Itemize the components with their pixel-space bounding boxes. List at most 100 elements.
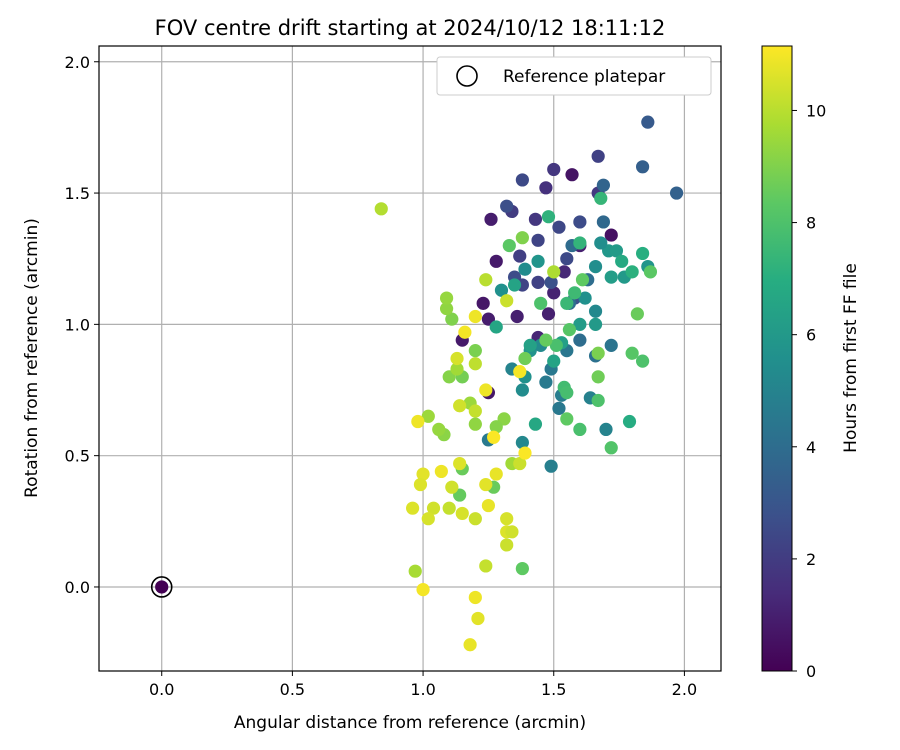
data-point bbox=[513, 456, 527, 471]
legend-entry-reference: Reference platepar bbox=[503, 67, 665, 87]
data-point bbox=[588, 304, 603, 318]
reference-point-ring bbox=[150, 576, 173, 598]
colorbar-ticks: 0 2 4 6 8 10 bbox=[792, 101, 826, 681]
data-point bbox=[539, 181, 553, 195]
x-tick-label: 0.5 bbox=[280, 680, 305, 699]
data-point bbox=[471, 611, 485, 626]
data-point bbox=[635, 160, 650, 174]
data-point bbox=[591, 393, 605, 408]
data-point bbox=[641, 115, 655, 129]
data-point bbox=[445, 480, 459, 494]
colorbar-gradient bbox=[761, 45, 793, 672]
colorbar-tick-label: 4 bbox=[806, 438, 816, 457]
data-point bbox=[547, 354, 561, 368]
x-tick-label: 1.5 bbox=[541, 680, 566, 699]
data-point bbox=[518, 351, 532, 366]
data-point bbox=[426, 501, 441, 515]
data-point bbox=[596, 215, 610, 229]
data-point bbox=[500, 538, 514, 552]
data-point bbox=[515, 173, 529, 187]
data-point bbox=[513, 365, 527, 379]
data-point bbox=[453, 399, 467, 413]
data-point bbox=[487, 430, 501, 444]
data-point bbox=[515, 231, 529, 245]
data-point bbox=[596, 178, 610, 192]
data-point bbox=[500, 199, 514, 213]
data-point bbox=[544, 275, 558, 289]
data-point bbox=[573, 215, 587, 229]
data-point bbox=[513, 249, 527, 263]
data-point bbox=[604, 441, 618, 455]
data-point bbox=[502, 238, 516, 253]
data-point bbox=[450, 362, 464, 376]
data-point bbox=[615, 254, 629, 268]
data-point bbox=[453, 456, 467, 471]
data-point bbox=[609, 244, 624, 258]
colorbar-tick-label: 2 bbox=[806, 550, 816, 569]
colorbar-tick-label: 6 bbox=[806, 326, 816, 345]
x-axis-ticks: 0.0 0.5 1.0 1.5 2.0 bbox=[149, 671, 697, 699]
y-tick-label: 1.5 bbox=[65, 184, 90, 203]
data-point bbox=[625, 346, 639, 360]
data-point bbox=[507, 278, 522, 292]
data-point bbox=[557, 265, 571, 279]
data-point bbox=[547, 162, 561, 177]
data-point bbox=[510, 309, 524, 324]
data-point bbox=[573, 317, 587, 331]
data-point bbox=[573, 333, 587, 347]
data-point bbox=[489, 420, 503, 434]
data-point bbox=[421, 409, 435, 423]
data-point bbox=[500, 294, 514, 308]
data-point bbox=[479, 559, 493, 573]
data-point bbox=[450, 351, 464, 366]
data-point bbox=[463, 638, 477, 652]
data-points bbox=[374, 115, 684, 652]
data-point bbox=[481, 498, 496, 513]
legend: Reference platepar bbox=[436, 56, 712, 96]
data-point bbox=[549, 338, 563, 352]
colorbar-tick-label: 0 bbox=[806, 662, 816, 681]
data-point bbox=[515, 561, 529, 576]
data-point bbox=[539, 375, 553, 389]
data-point bbox=[439, 302, 454, 316]
data-point bbox=[468, 512, 482, 526]
data-point bbox=[479, 477, 493, 492]
y-tick-label: 1.0 bbox=[65, 315, 90, 334]
data-point bbox=[604, 338, 618, 352]
data-point bbox=[599, 422, 613, 437]
data-point bbox=[479, 383, 493, 397]
data-point bbox=[539, 333, 553, 347]
data-point bbox=[494, 283, 509, 297]
data-point bbox=[468, 344, 482, 358]
data-point bbox=[468, 309, 482, 324]
y-axis-ticks: 0.0 0.5 1.0 1.5 2.0 bbox=[65, 53, 99, 597]
data-point bbox=[416, 467, 430, 481]
data-point bbox=[489, 320, 503, 334]
data-point bbox=[547, 265, 561, 279]
data-point bbox=[591, 149, 605, 163]
x-tick-label: 1.0 bbox=[410, 680, 435, 699]
y-tick-label: 0.5 bbox=[65, 447, 90, 466]
data-point bbox=[630, 307, 644, 321]
legend-box bbox=[436, 56, 712, 96]
data-point bbox=[541, 210, 556, 224]
data-point bbox=[432, 422, 446, 437]
data-point bbox=[479, 273, 493, 287]
data-point bbox=[541, 307, 556, 321]
colorbar: 0 2 4 6 8 10 Hours from first FF file bbox=[761, 45, 861, 681]
data-point bbox=[528, 417, 543, 431]
chart-title: FOV centre drift starting at 2024/10/12 … bbox=[155, 16, 666, 40]
x-tick-label: 0.0 bbox=[149, 680, 174, 699]
reference-point bbox=[155, 580, 169, 594]
data-point bbox=[604, 270, 618, 284]
colorbar-tick-label: 10 bbox=[806, 101, 826, 120]
data-point bbox=[625, 265, 639, 279]
data-point bbox=[421, 512, 435, 526]
colorbar-tick-label: 8 bbox=[806, 214, 816, 233]
data-point bbox=[468, 357, 482, 371]
data-point bbox=[565, 168, 579, 182]
y-axis-label: Rotation from reference (arcmin) bbox=[22, 218, 42, 498]
data-point bbox=[594, 191, 608, 205]
data-point bbox=[534, 296, 548, 310]
